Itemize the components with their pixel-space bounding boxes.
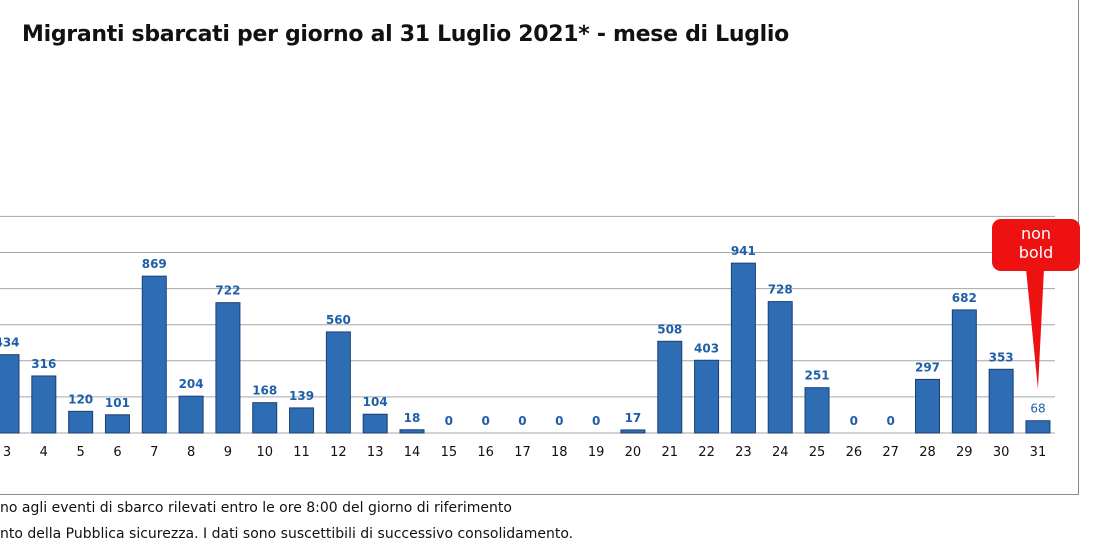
x-tick-label: 18: [551, 445, 568, 460]
data-label: 0: [518, 414, 526, 428]
callout-box: [992, 219, 1080, 271]
data-label: 18: [404, 411, 421, 425]
data-label: 728: [768, 283, 793, 297]
callout-text: non: [1021, 224, 1051, 243]
bar: [289, 407, 315, 434]
x-tick-label: 28: [919, 445, 936, 460]
x-tick-label: 24: [772, 445, 789, 460]
x-tick-label: 7: [150, 445, 158, 460]
bar: [399, 429, 425, 434]
data-label: 722: [215, 284, 240, 298]
bar: [104, 414, 130, 434]
x-tick-label: 12: [330, 445, 347, 460]
x-tick-label: 8: [187, 445, 195, 460]
data-label: 403: [694, 341, 719, 355]
chart-title: Migranti sbarcati per giorno al 31 Lugli…: [22, 22, 789, 47]
callout-pointer: [1026, 269, 1044, 389]
data-label: 941: [731, 244, 756, 258]
x-tick-label: 6: [113, 445, 121, 460]
x-tick-label: 14: [404, 445, 421, 460]
data-label: 0: [555, 414, 563, 428]
x-tick-label: 19: [588, 445, 605, 460]
x-tick-label: 9: [224, 445, 232, 460]
x-tick-label: 22: [698, 445, 715, 460]
data-label: 0: [592, 414, 600, 428]
bar: [178, 395, 204, 434]
bar: [620, 429, 646, 434]
x-tick-label: 20: [625, 445, 642, 460]
bar: [694, 359, 720, 434]
bar: [915, 378, 940, 434]
data-label: 168: [252, 384, 277, 398]
data-label: 120: [68, 392, 93, 406]
bar: [951, 309, 977, 434]
x-tick-label: 3: [3, 445, 11, 460]
x-tick-label: 16: [477, 445, 494, 460]
data-label: 68: [1030, 402, 1045, 416]
data-label: 17: [625, 411, 642, 425]
data-label: 869: [142, 257, 167, 271]
x-tick-label: 13: [367, 445, 384, 460]
data-label: 0: [481, 414, 489, 428]
bar: [804, 387, 830, 434]
data-label: 104: [363, 395, 388, 409]
x-tick-label: 15: [441, 445, 458, 460]
footnote-source-note: no agli eventi di sbarco rilevati entro …: [0, 500, 512, 516]
bar: [1025, 420, 1051, 434]
bar: [141, 275, 167, 434]
bar: [767, 301, 793, 434]
x-tick-label: 10: [256, 445, 273, 460]
data-label: 316: [31, 357, 56, 371]
bar: [730, 262, 756, 434]
x-tick-label: 31: [1030, 445, 1047, 460]
bar: [252, 402, 278, 434]
data-label: 682: [952, 291, 977, 305]
bar: [325, 331, 351, 434]
data-label: 101: [105, 396, 130, 410]
x-tick-label: 5: [76, 445, 84, 460]
bar: [988, 368, 1014, 434]
bar: [657, 340, 683, 434]
bar: [31, 375, 57, 434]
data-label: 0: [887, 414, 895, 428]
footnote-disclaimer: nto della Pubblica sicurezza. I dati son…: [0, 526, 574, 542]
data-label: 434: [0, 336, 20, 350]
x-tick-label: 26: [846, 445, 863, 460]
x-tick-label: 11: [293, 445, 310, 460]
data-label: 0: [445, 414, 453, 428]
x-tick-label: 27: [882, 445, 899, 460]
x-tick-label: 23: [735, 445, 752, 460]
bar: [68, 410, 94, 434]
chart-plot: 4343316412051016869720487229168101391156…: [0, 215, 1080, 460]
data-label: 251: [805, 369, 830, 383]
x-tick-label: 21: [661, 445, 678, 460]
bar: [362, 413, 388, 434]
bar: [215, 302, 241, 434]
data-label: 560: [326, 313, 351, 327]
x-tick-label: 4: [40, 445, 48, 460]
x-tick-label: 25: [809, 445, 826, 460]
bar: [0, 354, 20, 434]
callout-text: bold: [1019, 243, 1054, 262]
data-label: 297: [915, 360, 940, 374]
data-label: 508: [657, 322, 682, 336]
x-tick-label: 29: [956, 445, 973, 460]
data-label: 0: [850, 414, 858, 428]
data-label: 139: [289, 389, 314, 403]
data-label: 353: [989, 350, 1014, 364]
x-tick-label: 17: [514, 445, 531, 460]
data-label: 204: [179, 377, 204, 391]
x-tick-label: 30: [993, 445, 1010, 460]
